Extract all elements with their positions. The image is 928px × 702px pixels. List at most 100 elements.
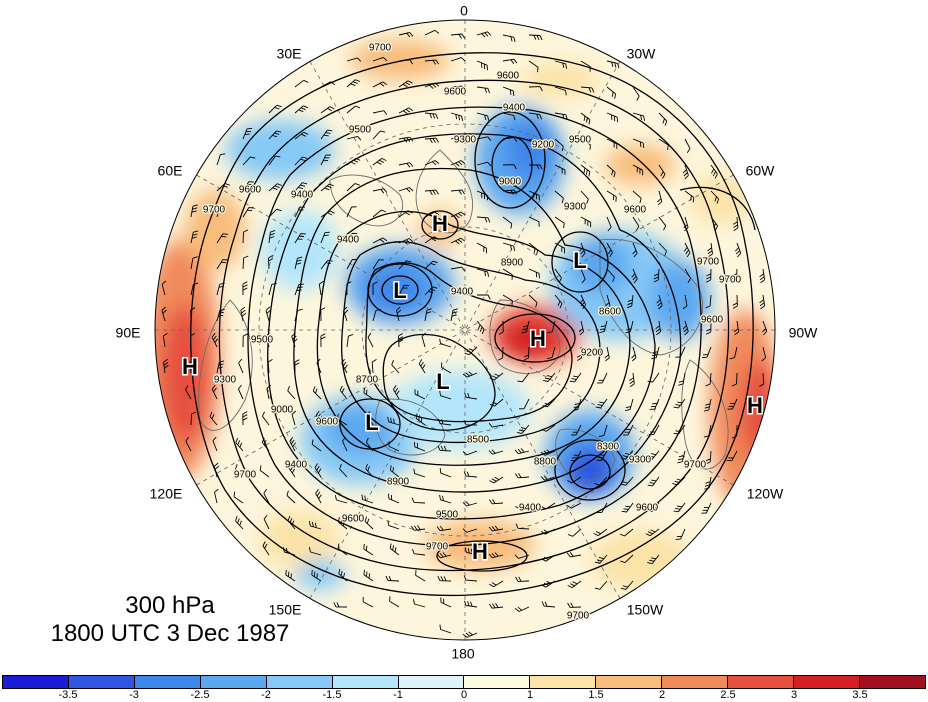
- wind-barb: [502, 189, 518, 195]
- colorbar: [2, 675, 926, 689]
- wind-barb: [450, 57, 466, 62]
- wind-barb: [488, 552, 504, 559]
- wind-barb: [554, 242, 566, 254]
- wind-barb: [626, 294, 634, 309]
- contour-label: 8600: [599, 307, 622, 318]
- wind-barb: [318, 280, 324, 296]
- wind-barb: [385, 575, 400, 582]
- wind-barb: [439, 624, 452, 634]
- wind-barb: [541, 502, 556, 510]
- wind-barb: [414, 389, 426, 400]
- wind-barb: [346, 183, 360, 192]
- wind-barb: [209, 411, 218, 426]
- wind-barb: [240, 306, 247, 322]
- contour-label: 8800: [534, 457, 557, 468]
- wind-barb: [528, 268, 540, 279]
- wind-barb: [462, 450, 478, 456]
- wind-barb: [489, 499, 504, 505]
- wind-barb: [365, 437, 374, 452]
- wind-barb: [567, 602, 582, 608]
- wind-barb: [580, 164, 591, 177]
- wind-barb: [342, 436, 348, 452]
- wind-barb: [235, 464, 244, 478]
- wind-barb: [489, 603, 504, 609]
- wind-barb: [625, 320, 634, 334]
- wind-barb: [395, 306, 402, 322]
- wind-barb: [320, 231, 330, 244]
- wind-barb: [312, 386, 322, 400]
- wind-barb: [497, 346, 504, 361]
- wind-barb: [580, 138, 591, 150]
- wind-barb: [727, 398, 738, 410]
- wind-barb: [547, 346, 556, 360]
- wind-barb: [316, 358, 322, 374]
- wind-barb: [705, 372, 712, 387]
- wind-barb: [673, 502, 686, 513]
- wind-barb: [647, 476, 660, 487]
- contour-label: 9600: [342, 514, 365, 525]
- wind-barb: [542, 398, 556, 408]
- wind-barb: [502, 164, 517, 170]
- colorbar-segment: [134, 676, 201, 688]
- low-pressure-center: L: [436, 369, 449, 394]
- contour-label: 9600: [444, 87, 467, 98]
- colorbar-tick-label: -2.5: [190, 689, 210, 701]
- wind-barb: [364, 516, 374, 530]
- wind-barb: [572, 398, 582, 411]
- contour-label: 9300: [214, 375, 237, 386]
- wind-barb: [528, 164, 543, 170]
- wind-barb: [732, 294, 738, 309]
- wind-barb: [647, 554, 660, 565]
- wind-barb: [341, 358, 348, 374]
- wind-barb: [515, 523, 530, 530]
- contour-label: 8700: [356, 375, 379, 386]
- wind-barb: [649, 398, 660, 410]
- wind-barb: [658, 112, 668, 126]
- wind-barb: [320, 129, 333, 140]
- high-pressure-center: H: [747, 393, 763, 418]
- wind-barb: [398, 32, 414, 38]
- wind-barb: [620, 476, 634, 486]
- wind-barb: [541, 554, 556, 562]
- wind-barb: [463, 420, 478, 426]
- wind-barb: [580, 112, 591, 125]
- wind-barb: [291, 332, 298, 348]
- high-pressure-center: H: [432, 211, 448, 236]
- wind-barb: [464, 392, 478, 400]
- wind-barb: [567, 476, 582, 484]
- contour-label: 9600: [497, 71, 520, 82]
- wind-barb: [463, 471, 478, 478]
- wind-barb: [606, 190, 617, 202]
- wind-barb: [412, 599, 426, 608]
- contour-label: 9700: [426, 542, 449, 553]
- contour-label: 9400: [337, 235, 360, 246]
- wind-barb: [320, 81, 336, 88]
- wind-barb: [389, 596, 400, 608]
- wind-barb: [346, 333, 354, 348]
- wind-barb: [554, 112, 568, 120]
- valid-time-title: 1800 UTC 3 Dec 1987: [50, 620, 290, 647]
- wind-barb: [476, 268, 490, 277]
- low-pressure-center: L: [393, 278, 406, 303]
- wind-barb: [289, 436, 296, 452]
- wind-barb: [673, 398, 686, 409]
- contour-label: 9700: [567, 611, 590, 622]
- wind-barb: [540, 475, 556, 481]
- wind-barb: [294, 206, 305, 218]
- wind-barb: [367, 332, 374, 348]
- wind-barb: [464, 547, 478, 556]
- contour-label: 9000: [499, 177, 522, 188]
- wind-barb: [363, 569, 374, 582]
- wind-barb: [489, 580, 504, 588]
- wind-barb: [658, 164, 666, 179]
- wind-barb: [619, 528, 634, 537]
- wind-barb: [333, 602, 348, 608]
- wind-barb: [216, 233, 229, 244]
- wind-barb: [189, 358, 196, 374]
- longitude-label: 180: [451, 646, 475, 662]
- longitude-label: 90E: [116, 325, 141, 341]
- wind-barb: [308, 547, 322, 556]
- wind-barb: [320, 183, 335, 192]
- contour-label: 9700: [369, 43, 392, 54]
- contour-label: 9400: [503, 103, 526, 114]
